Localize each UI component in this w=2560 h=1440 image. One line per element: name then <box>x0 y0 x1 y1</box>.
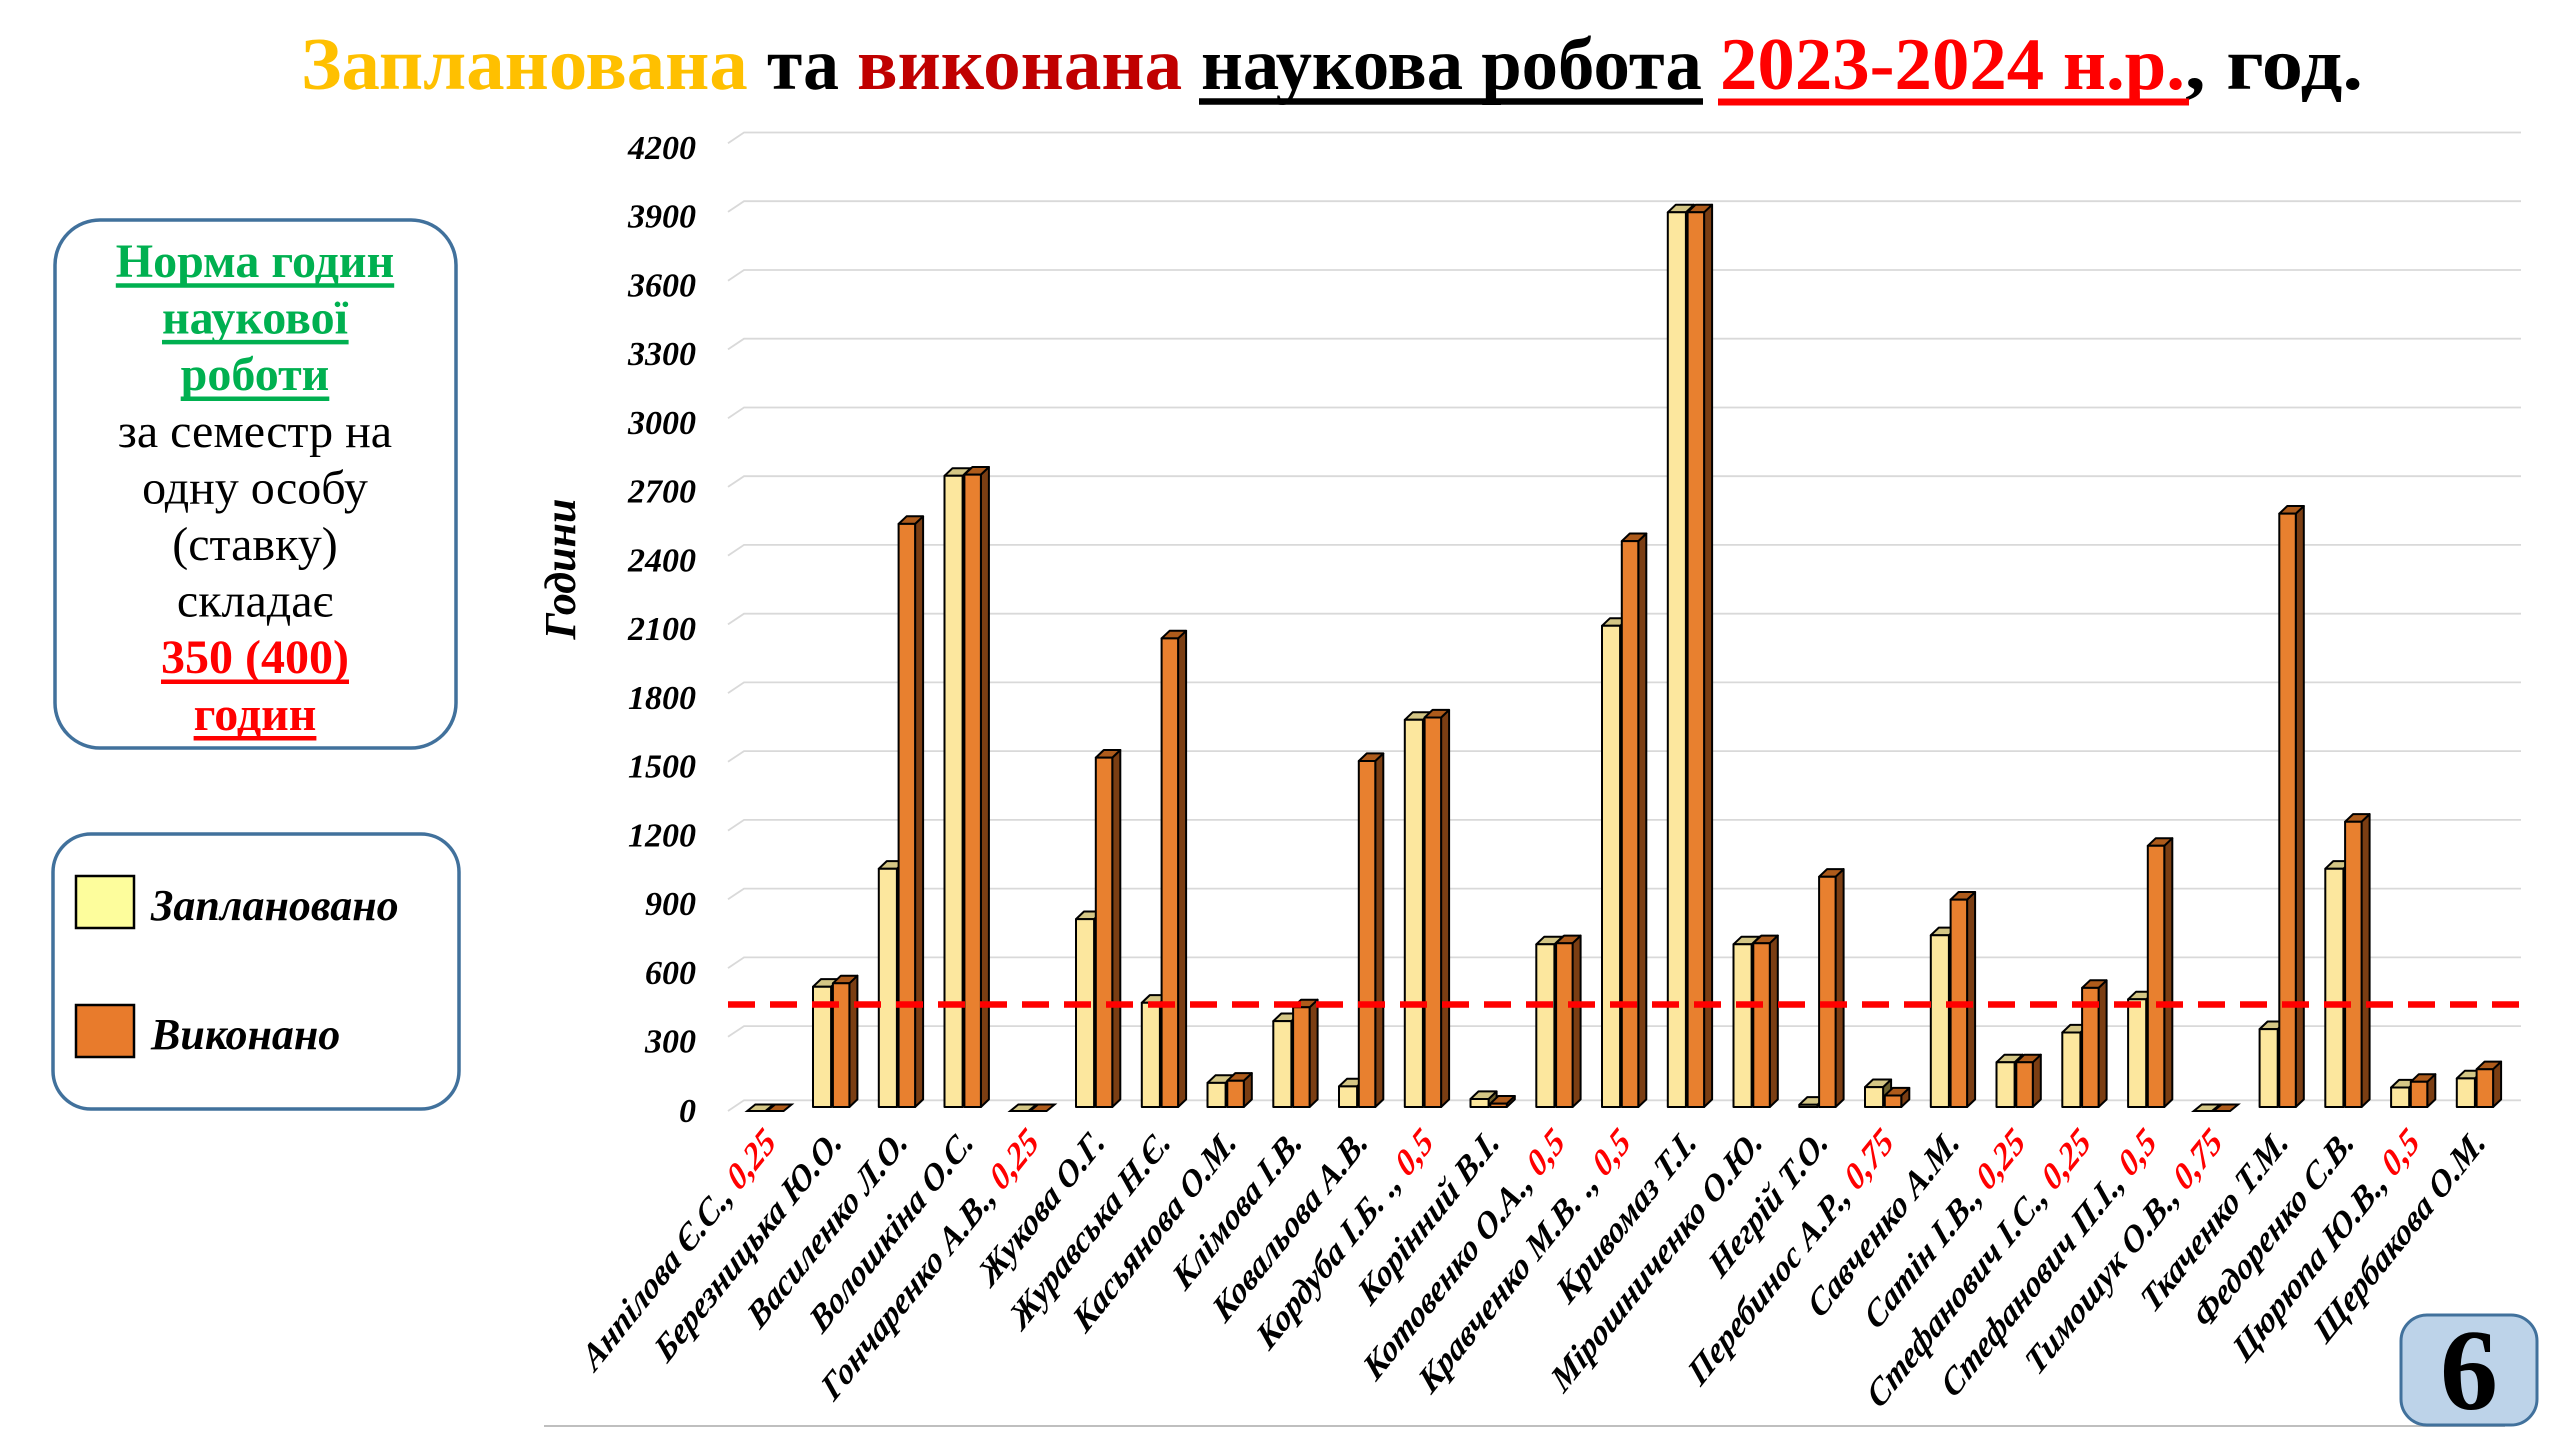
svg-text:3000: 3000 <box>627 405 696 442</box>
svg-text:годин: годин <box>194 688 317 741</box>
svg-text:300: 300 <box>644 1024 696 1061</box>
svg-text:наукової: наукової <box>162 292 349 345</box>
svg-text:одну особу: одну особу <box>142 461 368 514</box>
svg-text:2700: 2700 <box>627 474 696 511</box>
svg-text:2400: 2400 <box>627 542 696 579</box>
svg-text:Виконано: Виконано <box>150 1010 340 1059</box>
svg-text:4200: 4200 <box>627 130 696 167</box>
svg-text:за семестр на: за семестр на <box>118 405 392 458</box>
svg-text:Норма годин: Норма годин <box>116 235 394 288</box>
svg-text:350 (400): 350 (400) <box>161 631 349 684</box>
svg-text:роботи: роботи <box>181 348 330 401</box>
svg-text:складає: складає <box>177 575 333 628</box>
svg-text:1200: 1200 <box>628 817 696 854</box>
svg-text:Заплановано: Заплановано <box>150 881 399 930</box>
svg-text:6: 6 <box>2440 1307 2498 1435</box>
svg-text:Години: Години <box>536 499 585 641</box>
svg-text:3600: 3600 <box>627 268 696 305</box>
svg-text:1500: 1500 <box>628 749 696 786</box>
svg-text:900: 900 <box>645 886 696 923</box>
svg-text:Запланована та виконана науков: Запланована та виконана наукова робота 2… <box>301 24 2363 106</box>
svg-text:(ставку): (ставку) <box>172 518 337 571</box>
svg-text:3300: 3300 <box>627 336 696 373</box>
svg-text:1800: 1800 <box>628 680 696 717</box>
svg-text:3900: 3900 <box>627 199 696 236</box>
svg-text:2100: 2100 <box>627 611 696 648</box>
svg-text:0: 0 <box>679 1093 696 1130</box>
svg-text:600: 600 <box>645 955 696 992</box>
